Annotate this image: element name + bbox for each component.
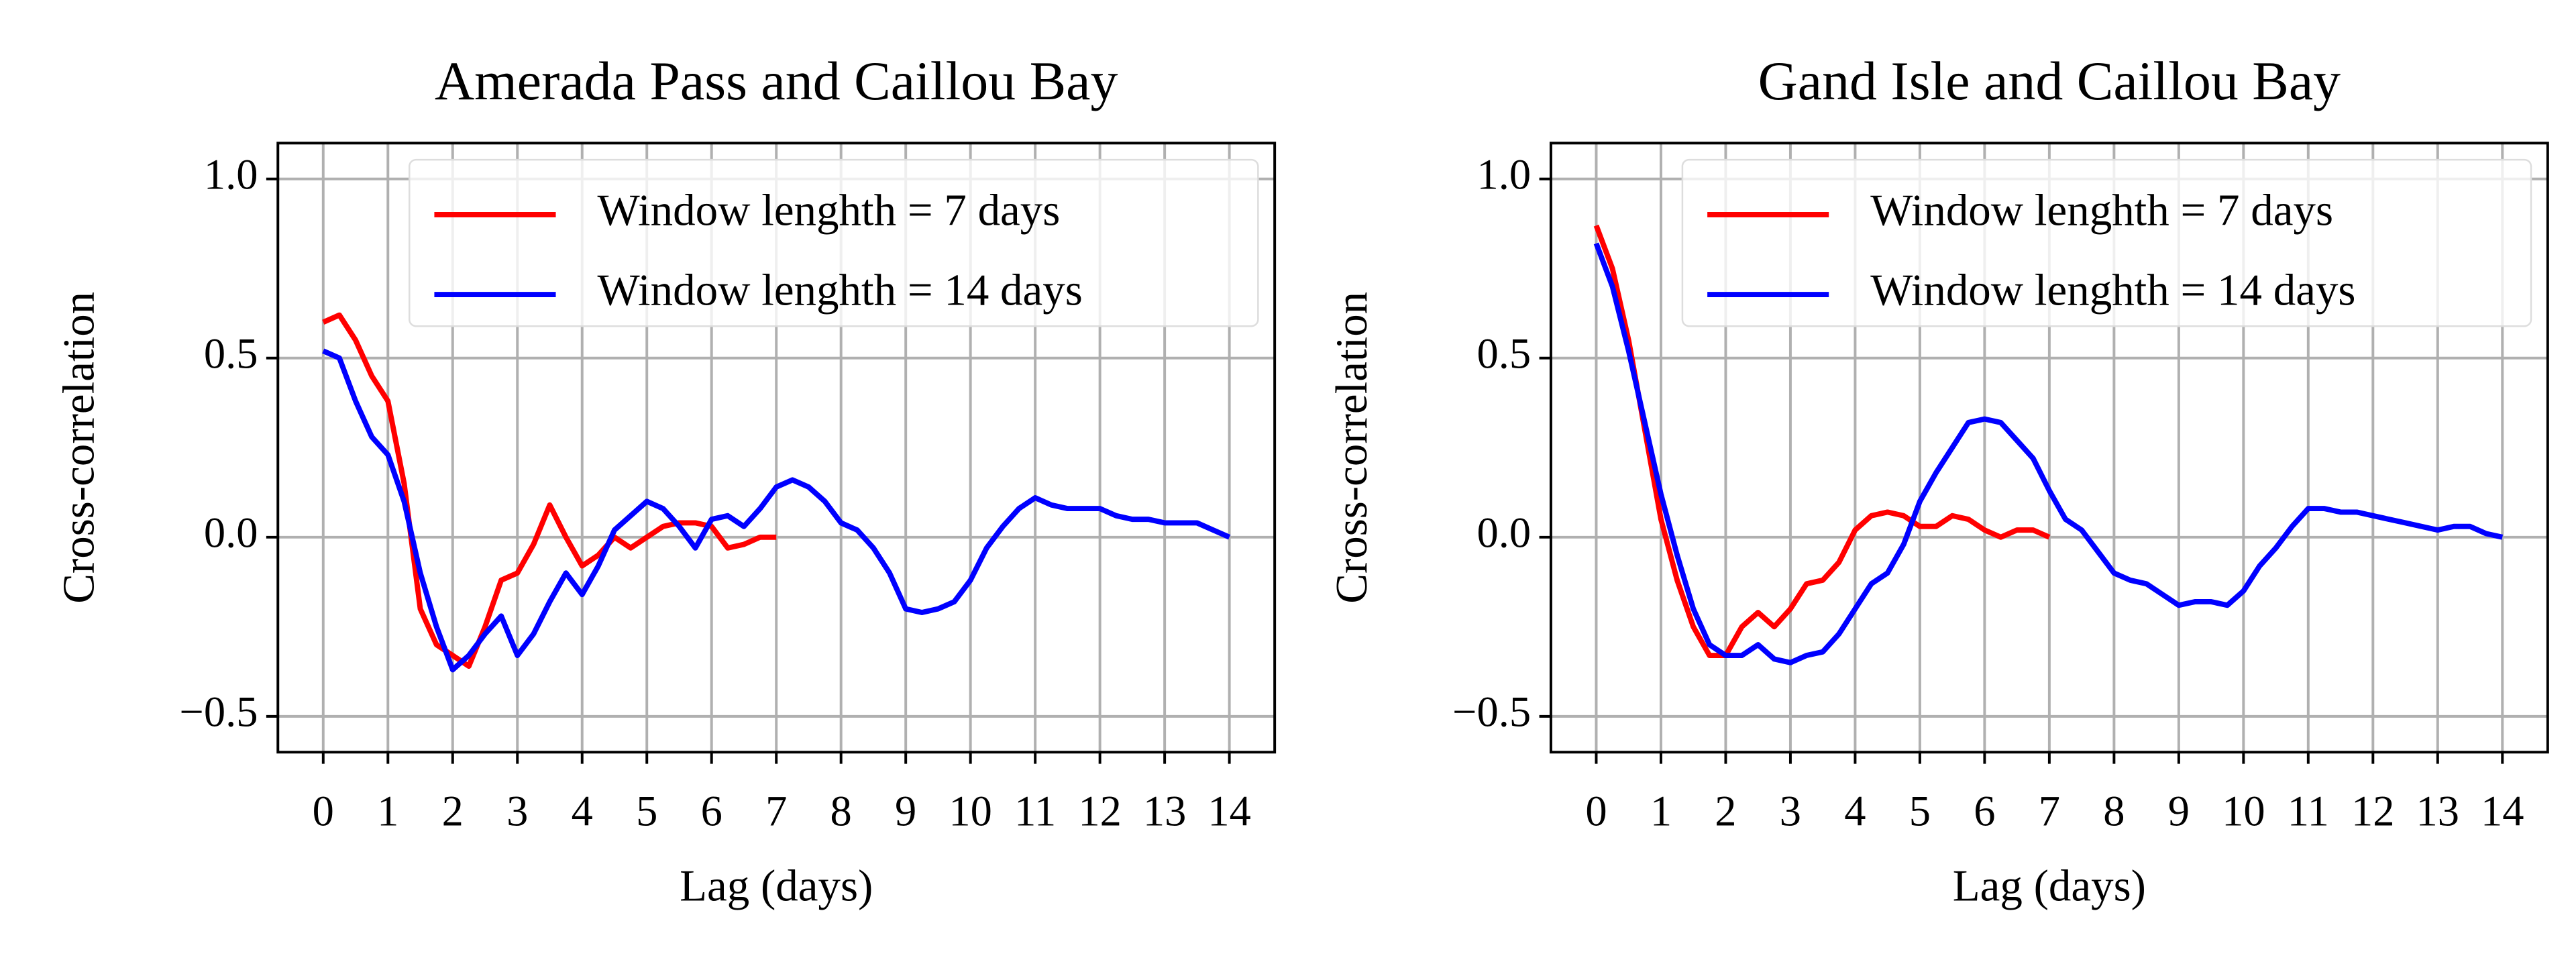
x-tick-label: 4: [572, 787, 593, 835]
legend-box: [408, 158, 1259, 327]
y-tick-label: 0.5: [204, 330, 258, 378]
x-tick-label: 2: [1715, 787, 1736, 835]
x-tick-label: 6: [1974, 787, 1995, 835]
legend-label: Window lenghth = 14 days: [598, 265, 1083, 315]
series-line: [1593, 224, 2051, 659]
plot-area: [322, 312, 1231, 673]
x-tick-label: 11: [2288, 787, 2329, 835]
chart-title: Gand Isle and Caillou Bay: [1758, 50, 2341, 111]
x-tick-label: 13: [1143, 787, 1186, 835]
x-tick-label: 3: [506, 787, 528, 835]
x-tick-label: 10: [2222, 787, 2265, 835]
axes-frame: [276, 142, 1277, 754]
x-tick-label: 5: [636, 787, 657, 835]
x-tick-label: 2: [442, 787, 464, 835]
x-tick-label: 5: [1909, 787, 1931, 835]
series-line: [322, 348, 1231, 673]
x-tick-label: 1: [1650, 787, 1672, 835]
x-tick-label: 10: [949, 787, 991, 835]
x-tick-label: 1: [377, 787, 398, 835]
legend-label: Window lenghth = 7 days: [1870, 185, 2333, 235]
legend-label: Window lenghth = 7 days: [598, 185, 1061, 235]
x-tick-label: 11: [1014, 787, 1056, 835]
x-tick-label: 12: [1078, 787, 1121, 835]
x-tick-label: 14: [2481, 787, 2524, 835]
x-tick-label: 14: [1208, 787, 1250, 835]
axes-frame: [1549, 142, 2549, 754]
y-tick-label: −0.5: [180, 688, 258, 736]
x-tick-label: 12: [2351, 787, 2394, 835]
y-axis-label: Cross-correlation: [1327, 292, 1377, 604]
series-line: [322, 312, 777, 669]
x-axis-label: Lag (days): [1953, 861, 2146, 911]
legend-box: [1681, 158, 2532, 327]
chart-title: Amerada Pass and Caillou Bay: [435, 50, 1118, 111]
y-tick-label: 0.0: [1477, 509, 1532, 557]
x-tick-label: 9: [2168, 787, 2190, 835]
y-tick-label: 0.0: [204, 509, 258, 557]
x-tick-label: 9: [895, 787, 916, 835]
x-tick-label: 4: [1844, 787, 1866, 835]
x-axis-label: Lag (days): [680, 861, 873, 911]
x-tick-label: 13: [2416, 787, 2459, 835]
y-tick-label: −0.5: [1452, 688, 1531, 736]
x-tick-label: 7: [2039, 787, 2060, 835]
y-tick-label: 1.0: [1477, 151, 1532, 199]
legend-label: Window lenghth = 14 days: [1870, 265, 2355, 315]
x-tick-label: 8: [2103, 787, 2125, 835]
x-tick-label: 6: [701, 787, 722, 835]
y-axis-label: Cross-correlation: [54, 292, 103, 604]
x-tick-label: 0: [1585, 787, 1607, 835]
x-tick-label: 7: [765, 787, 787, 835]
x-tick-label: 3: [1780, 787, 1801, 835]
x-tick-label: 8: [830, 787, 852, 835]
y-tick-label: 1.0: [204, 151, 258, 199]
x-tick-label: 0: [313, 787, 334, 835]
plot-area: [1593, 224, 2504, 665]
series-line: [1593, 242, 2504, 665]
y-tick-label: 0.5: [1477, 330, 1532, 378]
